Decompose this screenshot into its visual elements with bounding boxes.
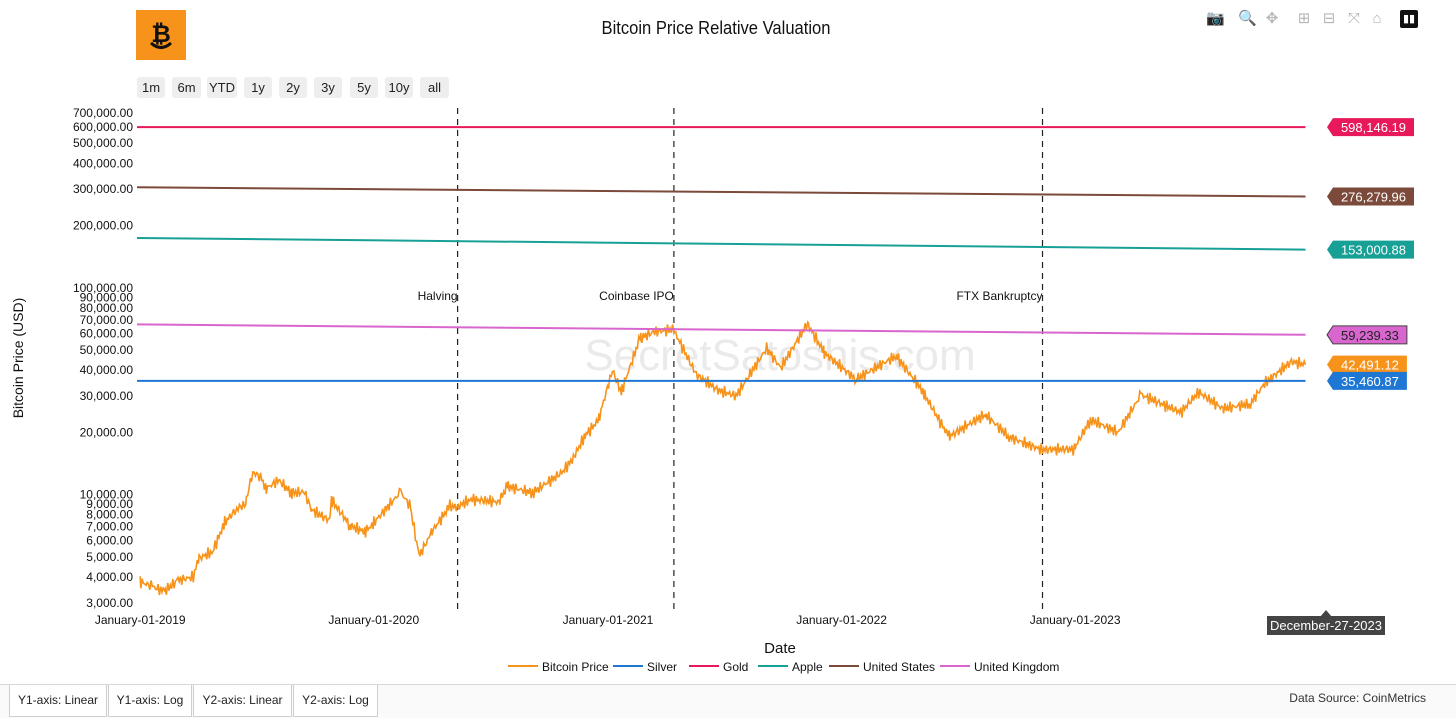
y-tick-label: 7,000.00 bbox=[86, 520, 133, 534]
y-tick-label: 90,000.00 bbox=[80, 290, 134, 304]
axis-tabs: Y1-axis: Linear Y1-axis: Log Y2-axis: Li… bbox=[0, 684, 1456, 718]
series-line-united-kingdom[interactable] bbox=[136, 323, 1306, 336]
end-label-box-united-kingdom bbox=[1326, 325, 1408, 345]
reset-axes-icon[interactable]: ⌂ bbox=[1372, 10, 1382, 27]
y-tick-label: 8,000.00 bbox=[86, 508, 133, 522]
zoom-out-icon[interactable]: ⊟ bbox=[1322, 10, 1336, 27]
y-tick-label: 40,000.00 bbox=[80, 363, 134, 377]
tab-y1-linear[interactable]: Y1-axis: Linear bbox=[9, 685, 107, 717]
series-line-apple[interactable] bbox=[136, 237, 1306, 251]
end-label-box-silver bbox=[1327, 371, 1407, 390]
end-label-apple: 153,000.88 bbox=[1341, 243, 1406, 258]
chart-title: Bitcoin Price Relative Valuation bbox=[601, 18, 831, 38]
tab-y1-log[interactable]: Y1-axis: Log bbox=[108, 685, 192, 717]
zoom-in-icon[interactable]: ⊞ bbox=[1297, 10, 1311, 27]
y-tick-label: 50,000.00 bbox=[80, 343, 134, 357]
legend-item-gold[interactable]: Gold bbox=[723, 660, 748, 674]
end-label-box-apple bbox=[1327, 240, 1414, 259]
camera-icon[interactable]: 📷 bbox=[1206, 10, 1225, 27]
autoscale-icon[interactable]: ⤧ bbox=[1347, 10, 1360, 27]
event-label-halving: Halving bbox=[418, 289, 458, 303]
plotly-logo-icon[interactable]: ▮▮ bbox=[1400, 10, 1418, 28]
y-tick-label: 30,000.00 bbox=[80, 389, 134, 403]
y-tick-label: 4,000.00 bbox=[86, 570, 133, 584]
y-axis-title: Bitcoin Price (USD) bbox=[10, 298, 26, 419]
y-tick-label: 300,000.00 bbox=[73, 182, 133, 196]
series-line-bitcoin-price[interactable] bbox=[139, 320, 1307, 596]
end-label-united-kingdom: 59,239.33 bbox=[1341, 328, 1399, 343]
secret-satoshis-logo: ₿ bbox=[136, 10, 186, 60]
chart-area[interactable]: SecretSatoshis.com Halving Coinbase IPO FT… bbox=[0, 0, 1456, 684]
x-tick-label: January-01-2021 bbox=[563, 613, 654, 627]
end-label-silver: 35,460.87 bbox=[1341, 374, 1399, 389]
data-source: Data Source: CoinMetrics bbox=[1289, 691, 1426, 705]
y-tick-label: 9,000.00 bbox=[86, 497, 133, 511]
end-label-gold: 598,146.19 bbox=[1341, 120, 1406, 135]
legend-item-silver[interactable]: Silver bbox=[647, 660, 677, 674]
range-button-1y[interactable]: 1y bbox=[244, 77, 272, 98]
end-label-bitcoin-price: 42,491.12 bbox=[1341, 358, 1399, 373]
y-tick-label: 10,000.00 bbox=[80, 488, 134, 502]
range-button-1m[interactable]: 1m bbox=[137, 77, 165, 98]
pan-icon[interactable]: ✥ bbox=[1265, 10, 1279, 27]
y-tick-label: 200,000.00 bbox=[73, 219, 133, 233]
y-tick-label: 700,000.00 bbox=[73, 106, 133, 120]
range-button-ytd[interactable]: YTD bbox=[207, 77, 237, 98]
y-tick-label: 80,000.00 bbox=[80, 301, 134, 315]
range-button-2y[interactable]: 2y bbox=[279, 77, 307, 98]
y-tick-label: 70,000.00 bbox=[80, 313, 134, 327]
legend-item-united-kingdom[interactable]: United Kingdom bbox=[974, 660, 1059, 674]
hover-date-label: December-27-2023 bbox=[1270, 618, 1382, 633]
range-button-all[interactable]: all bbox=[420, 77, 449, 98]
legend-item-united-states[interactable]: United States bbox=[863, 660, 935, 674]
x-tick-label: January-01-2022 bbox=[796, 613, 887, 627]
x-tick-label: January-01-2023 bbox=[1030, 613, 1121, 627]
legend-item-bitcoin-price[interactable]: Bitcoin Price bbox=[542, 660, 609, 674]
zoom-icon[interactable]: 🔍 bbox=[1238, 10, 1257, 27]
bitcoin-smile-icon: ₿ bbox=[149, 21, 173, 49]
y-tick-label: 60,000.00 bbox=[80, 327, 134, 341]
range-button-6m[interactable]: 6m bbox=[172, 77, 201, 98]
y-tick-label: 20,000.00 bbox=[80, 425, 134, 439]
y-tick-label: 100,000.00 bbox=[73, 281, 133, 295]
tab-y2-linear[interactable]: Y2-axis: Linear bbox=[193, 685, 292, 717]
legend-item-apple[interactable]: Apple bbox=[792, 660, 823, 674]
series-line-united-states[interactable] bbox=[136, 186, 1306, 198]
end-label-box-united-states bbox=[1327, 187, 1414, 206]
end-label-box-bitcoin-price bbox=[1327, 355, 1407, 374]
svg-text:₿: ₿ bbox=[151, 21, 171, 48]
event-label-ftx-bankruptcy: FTX Bankruptcy bbox=[956, 289, 1042, 303]
x-tick-label: January-01-2020 bbox=[328, 613, 419, 627]
y-tick-label: 600,000.00 bbox=[73, 120, 133, 134]
end-label-united-states: 276,279.96 bbox=[1341, 190, 1406, 205]
range-button-3y[interactable]: 3y bbox=[314, 77, 342, 98]
y-tick-label: 3,000.00 bbox=[86, 596, 133, 610]
event-label-coinbase-ipo: Coinbase IPO bbox=[599, 289, 674, 303]
hover-label: December-27-2023 bbox=[1267, 610, 1385, 635]
x-axis-title: Date bbox=[764, 640, 796, 657]
y-tick-label: 6,000.00 bbox=[86, 534, 133, 548]
range-button-10y[interactable]: 10y bbox=[385, 77, 413, 98]
y-tick-label: 500,000.00 bbox=[73, 136, 133, 150]
y-tick-label: 5,000.00 bbox=[86, 550, 133, 564]
end-label-box-gold bbox=[1327, 118, 1414, 137]
y-tick-label: 400,000.00 bbox=[73, 156, 133, 170]
x-tick-label: January-01-2019 bbox=[95, 613, 186, 627]
range-button-5y[interactable]: 5y bbox=[350, 77, 378, 98]
tab-y2-log[interactable]: Y2-axis: Log bbox=[293, 685, 378, 717]
